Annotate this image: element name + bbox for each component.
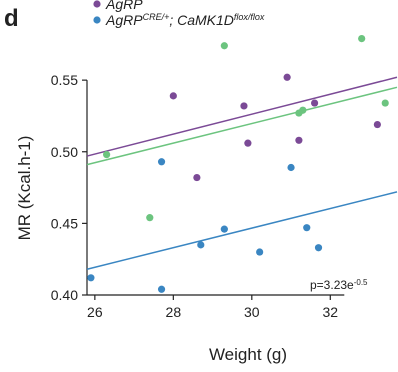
- point: [197, 241, 205, 249]
- legend-label: AgRP: [105, 0, 143, 12]
- y-axis-label: MR (Kcal.h-1): [15, 136, 34, 241]
- point: [303, 224, 311, 232]
- point: [87, 274, 95, 282]
- fit-line: [86, 76, 398, 157]
- point: [220, 225, 228, 233]
- point: [287, 163, 295, 172]
- x-tick-label: 28: [166, 304, 182, 320]
- y-tick-label: 0.55: [51, 72, 78, 88]
- y-tick-label: 0.50: [51, 144, 78, 160]
- point: [283, 73, 291, 81]
- legend-marker: [93, 16, 101, 24]
- x-tick-label: 30: [244, 304, 260, 320]
- point: [310, 99, 319, 107]
- legend-label: AgRPCRE/+; CaMK1Dflox/flox: [105, 12, 265, 28]
- y-tick-label: 0.45: [51, 215, 78, 231]
- point: [358, 34, 366, 43]
- legend-text: CRE/+: [143, 12, 170, 22]
- point: [295, 136, 303, 144]
- legend-text: ; CaMK1D: [169, 12, 234, 28]
- x-tick-label: 32: [323, 304, 339, 320]
- point: [157, 158, 166, 166]
- point: [193, 173, 201, 182]
- legend-text: AgRP: [105, 0, 143, 12]
- point: [220, 42, 228, 50]
- point: [381, 99, 389, 107]
- point: [295, 109, 303, 117]
- annotation-sup: -0.5: [354, 278, 368, 287]
- x-tick-label: 26: [87, 304, 103, 320]
- point: [244, 139, 252, 147]
- fit-line: [86, 86, 398, 166]
- x-axis-label: Weight (g): [209, 345, 287, 364]
- point: [146, 214, 154, 222]
- point: [169, 92, 177, 100]
- point: [314, 244, 323, 252]
- panel-label: d: [4, 5, 19, 32]
- point: [240, 102, 248, 110]
- annotation: p=3.23e-0.5: [310, 278, 368, 293]
- annotation-text: p=3.23e: [310, 278, 354, 292]
- point: [157, 285, 166, 293]
- y-tick-label: 0.40: [51, 287, 78, 303]
- fit-line: [86, 191, 398, 270]
- legend-text: flox/flox: [234, 12, 265, 22]
- legend-text: AgRP: [105, 12, 143, 28]
- point: [256, 248, 264, 256]
- legend-marker: [93, 0, 101, 8]
- point: [103, 151, 111, 159]
- point: [373, 120, 381, 129]
